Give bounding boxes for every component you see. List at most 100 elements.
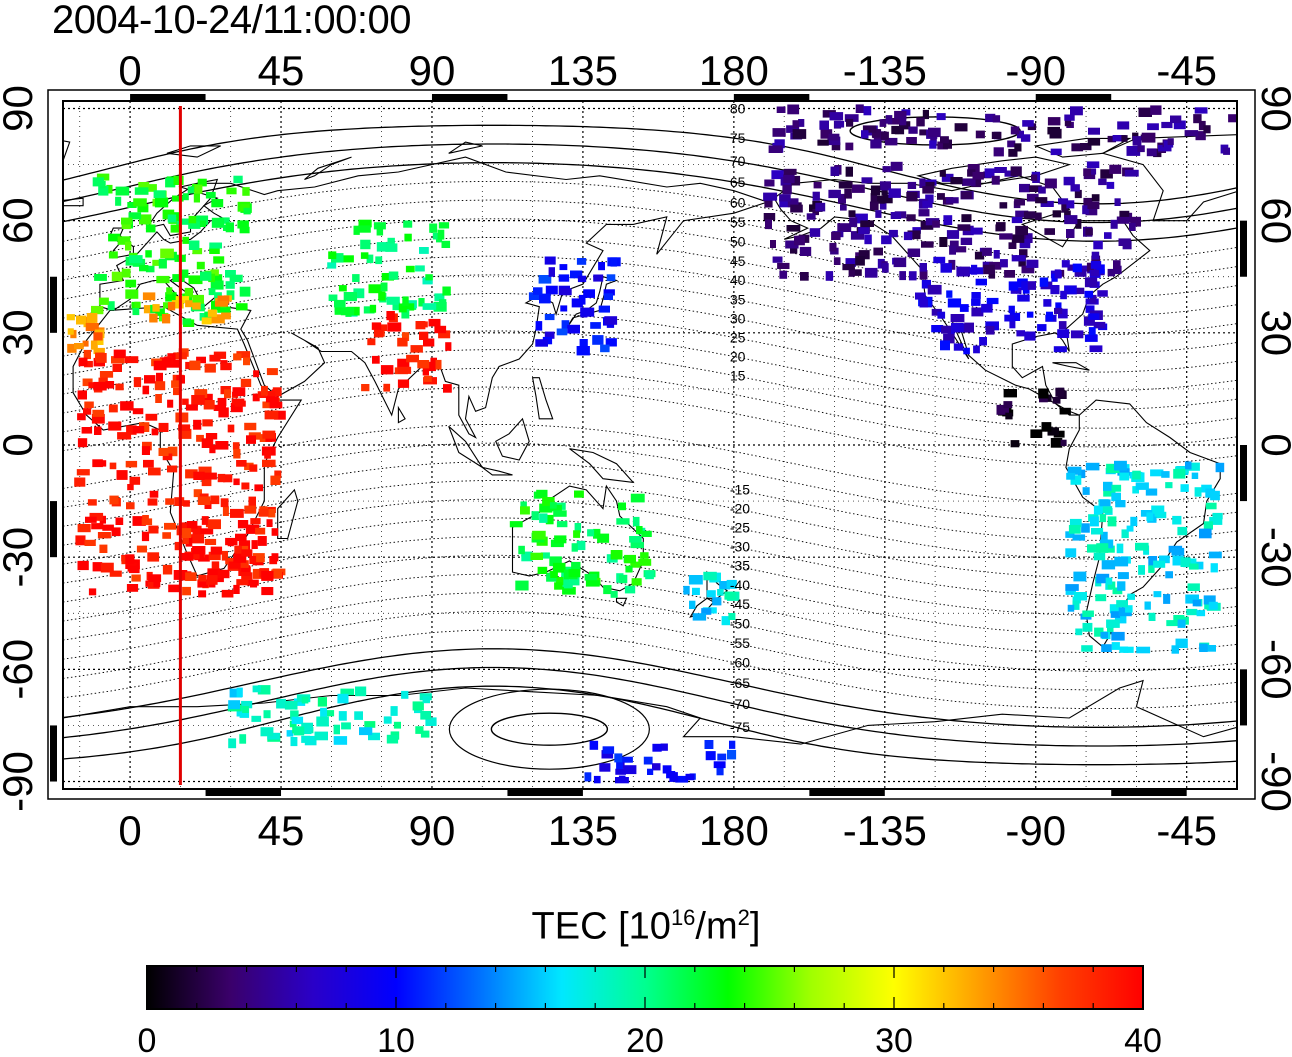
tec-cell <box>1121 135 1128 142</box>
x-tick-bottom-label: -45 <box>1156 807 1217 854</box>
tec-cell <box>1185 594 1199 604</box>
tec-cell <box>249 556 257 564</box>
tec-cell <box>924 181 935 189</box>
tec-cell <box>128 212 142 220</box>
tec-cell <box>343 292 357 302</box>
tec-cell <box>936 113 946 121</box>
tec-cell <box>210 495 220 505</box>
tec-cell <box>792 129 807 139</box>
tec-cell <box>230 403 243 413</box>
tec-cell <box>1138 565 1145 575</box>
tec-cell <box>1058 321 1067 330</box>
tec-cell <box>83 349 91 360</box>
axis-tick-labels: 0045459090135135180180-135-135-90-90-45-… <box>0 47 1292 854</box>
tec-cell <box>1167 138 1174 145</box>
tec-cell <box>919 178 926 188</box>
tec-cell <box>963 347 970 355</box>
tec-cell <box>77 560 89 571</box>
tec-cell <box>971 292 981 299</box>
tec-cell <box>1093 240 1103 250</box>
tec-cell <box>1017 294 1030 302</box>
tec-cell <box>1195 131 1206 141</box>
tec-cell <box>1205 645 1216 652</box>
tec-cell <box>1180 484 1189 492</box>
tec-cell <box>207 309 217 317</box>
tec-cell <box>106 184 113 194</box>
tec-cell <box>1141 132 1156 143</box>
tec-cell <box>991 131 1002 139</box>
tec-cell <box>812 191 820 201</box>
tec-cell <box>604 316 618 325</box>
tec-cell <box>85 516 97 523</box>
tec-cell <box>78 357 88 367</box>
tec-cell <box>1173 615 1185 622</box>
mlat-contour <box>63 666 1237 747</box>
tec-cell <box>252 685 261 693</box>
tec-cell <box>437 229 445 240</box>
tec-cell <box>98 297 109 305</box>
tec-cell <box>893 257 907 268</box>
tec-cell <box>688 575 703 585</box>
tec-cell <box>153 360 167 371</box>
tec-cell <box>921 241 934 248</box>
tec-cell <box>1124 646 1134 653</box>
tec-cell <box>509 521 523 528</box>
tec-cell <box>272 387 282 397</box>
tec-cell <box>1039 277 1049 287</box>
tec-cell <box>419 331 429 340</box>
mlat-contour <box>63 180 1237 261</box>
tec-cell <box>172 274 185 282</box>
tec-cell <box>539 513 548 523</box>
tec-cell <box>669 772 678 782</box>
tec-cell <box>419 247 429 254</box>
tec-cell <box>264 410 279 420</box>
tec-cell <box>645 570 654 580</box>
tec-cell <box>727 749 737 760</box>
tec-cell <box>442 286 451 296</box>
coastline-ellesmere <box>1033 137 1132 158</box>
tec-cell <box>181 552 194 561</box>
tec-cell <box>266 519 273 527</box>
tec-cell <box>921 279 931 289</box>
tec-cell <box>99 371 114 378</box>
tec-cell <box>1117 572 1129 580</box>
tec-cell <box>210 280 224 290</box>
tec-cell <box>438 330 451 339</box>
tec-cell <box>1209 516 1223 525</box>
tec-cell <box>167 465 178 473</box>
tec-cell <box>1111 484 1122 492</box>
tec-cell <box>1066 229 1075 238</box>
tec-cell <box>124 356 139 364</box>
tec-cell <box>167 214 177 223</box>
tec-cell <box>600 344 610 353</box>
tec-cell <box>1203 521 1213 530</box>
right-scale-bar <box>1240 669 1247 726</box>
tec-cell <box>570 270 583 279</box>
tec-cell <box>571 298 583 308</box>
tec-cell <box>772 256 783 263</box>
tec-cell <box>340 688 355 696</box>
tec-cell <box>133 377 142 388</box>
tec-cell <box>1004 314 1015 322</box>
mlat-contour <box>63 349 1237 429</box>
tec-cell <box>1113 265 1122 275</box>
tec-cell <box>1085 228 1093 236</box>
mlat-label: -40 <box>730 577 750 593</box>
tec-cell <box>689 600 696 609</box>
tec-cell <box>549 502 557 509</box>
tec-cell <box>1098 178 1107 186</box>
tec-cell <box>1070 330 1084 339</box>
tec-cell <box>703 571 717 581</box>
tec-cell <box>1096 573 1110 584</box>
tec-cell <box>630 493 645 503</box>
tec-cell <box>971 307 984 317</box>
tec-cell <box>230 508 244 518</box>
mlat-contour <box>63 143 1237 224</box>
tec-cell <box>242 187 250 196</box>
tec-cell <box>192 294 204 305</box>
tec-cell <box>1124 169 1139 177</box>
bottom-scale-bar <box>1111 790 1187 796</box>
tec-cell <box>158 422 169 432</box>
coastline-iceland <box>63 197 84 207</box>
tec-cell <box>178 424 191 431</box>
